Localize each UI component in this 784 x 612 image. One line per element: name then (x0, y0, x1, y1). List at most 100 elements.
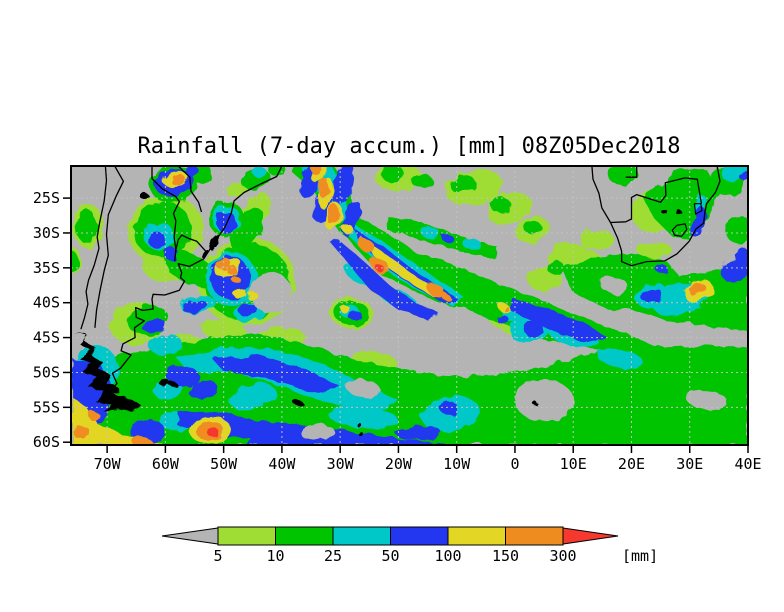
lat-tick-label: 35S (33, 259, 60, 277)
border-ring (671, 223, 688, 237)
colorbar-tick-label: 100 (434, 547, 461, 565)
lon-tick-label: 40W (268, 455, 296, 473)
rain-region-level-4 (739, 170, 748, 182)
rain-region-level-0 (686, 391, 728, 410)
rain-region-level-4 (181, 299, 208, 313)
plot-frame (70, 165, 749, 446)
lat-tick-label: 45S (33, 329, 60, 347)
rain-region-level-5 (339, 304, 350, 312)
rain-region-level-7 (375, 264, 385, 272)
rain-region-level-4 (247, 421, 445, 445)
rain-region-level-0 (514, 379, 574, 422)
lat-tick-label: 50S (33, 363, 60, 381)
rain-region-level-2 (230, 207, 264, 252)
colorbar-segment (447, 526, 506, 546)
rain-region-level-6 (88, 410, 99, 421)
rain-region-level-2 (523, 220, 542, 235)
colorbar-tick-label: 25 (324, 547, 342, 565)
rainfall-filled-contours (71, 166, 748, 445)
rain-region-level-6 (170, 174, 186, 185)
coastline (610, 177, 703, 224)
map-plot-area (71, 166, 748, 445)
rain-region-level-6 (326, 204, 339, 224)
colorbar-overflow-arrow (562, 527, 619, 545)
black-land-feature (73, 332, 130, 412)
rain-region-level-4 (147, 231, 166, 249)
rain-region-level-2 (449, 174, 476, 194)
lon-tick-label: 20E (618, 455, 645, 473)
lon-tick-label: 40E (734, 455, 761, 473)
black-land-feature (356, 422, 362, 427)
rain-region-level-4 (332, 166, 354, 206)
colorbar-underflow-arrow (161, 527, 219, 545)
lon-tick-label: 50W (210, 455, 238, 473)
coastline (151, 166, 181, 261)
lon-tick-label: 0 (510, 455, 519, 473)
rain-region-level-5 (232, 289, 247, 297)
black-land-feature (168, 382, 179, 388)
coastline (591, 166, 721, 267)
colorbar-segment (275, 526, 334, 546)
black-land-feature (661, 209, 668, 215)
lon-tick-label: 30E (676, 455, 703, 473)
axis-ticks-and-labels: 25S 30S 35S 40S 45S 50S 55S 60S 70W 60W 50W 40W 30W 2… (33, 189, 762, 473)
colorbar-tick-label: 5 (213, 547, 222, 565)
rain-region-level-3 (147, 334, 183, 356)
lat-tick-label: 40S (33, 294, 60, 312)
rain-region-level-6 (503, 306, 510, 312)
rain-region-level-6 (310, 166, 321, 175)
colorbar-legend: 5 10 25 50 100 150 300 [mm] (161, 526, 658, 565)
rain-region-level-2 (608, 166, 638, 187)
plot-title: Rainfall (7-day accum.) [mm] 08Z05Dec201… (137, 134, 680, 159)
rain-region-level-4 (524, 320, 543, 338)
black-land-feature (160, 380, 171, 387)
rain-region-level-6 (441, 293, 451, 301)
rain-region-level-4 (690, 207, 707, 238)
rain-region-level-3 (422, 396, 480, 433)
lat-tick-label: 25S (33, 189, 60, 207)
rain-region-level-4 (347, 310, 362, 321)
black-land-feature (358, 431, 363, 436)
lon-tick-label: 10W (443, 455, 471, 473)
rain-region-level-6 (231, 275, 240, 283)
rain-region-level-6 (358, 238, 374, 253)
black-land-feature (110, 394, 144, 412)
rain-region-level-4 (497, 315, 510, 326)
rain-region-level-0 (346, 379, 381, 398)
rain-region-level-1 (637, 242, 673, 259)
rain-region-level-4 (654, 262, 667, 273)
rain-region-level-3 (462, 237, 481, 250)
colorbar-segment (217, 526, 276, 546)
black-land-feature (140, 193, 150, 200)
rain-region-level-4 (442, 234, 454, 243)
border-ring (693, 203, 703, 215)
rain-region-level-4 (641, 287, 663, 304)
rain-region-level-3 (596, 348, 643, 369)
colorbar-segment (390, 526, 449, 546)
land-water-black-fills (73, 193, 683, 436)
rain-region-level-4 (140, 319, 167, 333)
rain-region-level-4 (331, 238, 440, 321)
rain-region-level-3 (230, 383, 276, 411)
rain-region-level-4 (165, 365, 201, 387)
black-land-feature (208, 234, 220, 250)
colorbar-tick-label: 150 (492, 547, 519, 565)
colorbar-tick-label: 10 (266, 547, 284, 565)
rain-region-level-5 (245, 291, 258, 299)
black-land-feature (201, 249, 209, 259)
rain-region-level-5 (72, 396, 166, 445)
lat-tick-label: 60S (33, 433, 60, 451)
lon-tick-label: 20W (385, 455, 413, 473)
black-land-feature (532, 401, 537, 406)
lon-tick-label: 70W (94, 455, 122, 473)
coastline (110, 166, 283, 390)
black-land-feature (676, 210, 683, 216)
rain-region-level-6 (216, 258, 231, 271)
rain-region-level-2 (71, 251, 79, 273)
rain-region-level-2 (380, 166, 405, 183)
rain-region-level-7 (207, 428, 219, 437)
rain-region-level-4 (212, 355, 341, 394)
rain-region-level-2 (489, 197, 511, 213)
rain-region-level-5 (342, 224, 355, 235)
